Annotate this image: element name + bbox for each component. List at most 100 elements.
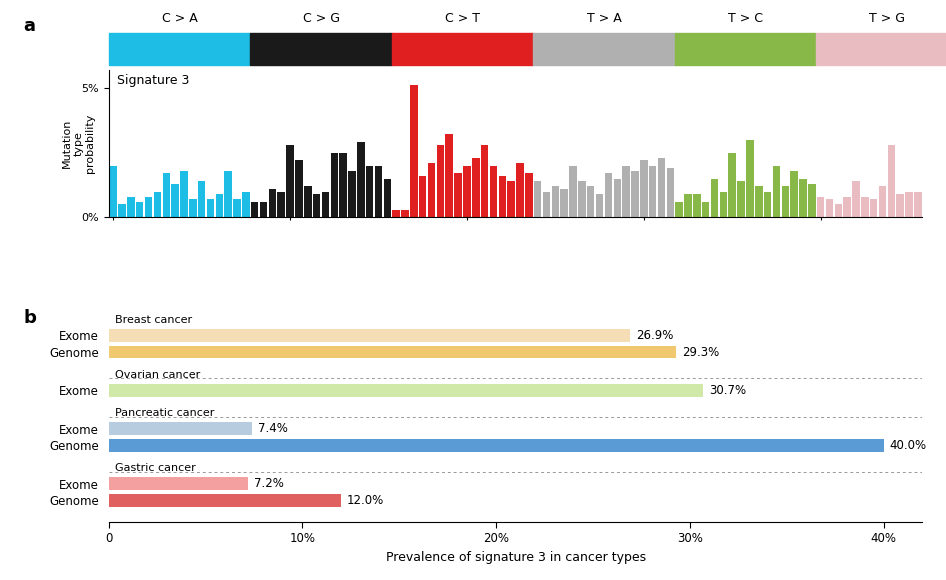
Bar (790, 171, 797, 218)
Bar (260, 202, 268, 218)
Bar (808, 184, 815, 218)
Bar (304, 186, 311, 218)
Text: Gastric cancer: Gastric cancer (114, 463, 196, 473)
Bar (675, 202, 683, 218)
Bar (649, 165, 657, 218)
Bar (454, 173, 462, 218)
Bar (383, 179, 391, 218)
Bar (109, 422, 253, 435)
Bar (826, 200, 833, 218)
Bar (198, 181, 205, 218)
Bar (543, 191, 551, 218)
Bar (861, 197, 868, 218)
Bar (136, 202, 144, 218)
Bar (287, 145, 294, 218)
Bar (507, 181, 515, 218)
Bar (171, 184, 179, 218)
Bar (905, 191, 913, 218)
Bar (295, 161, 303, 218)
Bar (189, 200, 197, 218)
Bar (234, 200, 241, 218)
Bar (763, 191, 771, 218)
Bar (517, 163, 524, 218)
Bar (180, 171, 187, 218)
Bar (525, 173, 533, 218)
Bar (357, 142, 364, 218)
Bar (870, 200, 878, 218)
Bar (145, 197, 152, 218)
Bar (242, 191, 250, 218)
Bar (773, 165, 780, 218)
X-axis label: Prevalence of signature 3 in cancer types: Prevalence of signature 3 in cancer type… (386, 551, 645, 564)
Bar (631, 171, 639, 218)
Bar (348, 171, 356, 218)
Bar (109, 494, 342, 507)
Text: b: b (24, 309, 37, 327)
Bar (464, 165, 471, 218)
Bar (375, 165, 382, 218)
Text: 7.4%: 7.4% (258, 422, 288, 436)
Bar (684, 194, 692, 218)
Bar (667, 168, 674, 218)
Bar (781, 186, 789, 218)
Bar (852, 181, 860, 218)
Bar (269, 189, 276, 218)
Bar (596, 194, 604, 218)
Bar (472, 158, 480, 218)
Bar (340, 153, 347, 218)
Bar (313, 194, 321, 218)
Bar (437, 145, 445, 218)
Bar (737, 181, 745, 218)
Bar (490, 165, 498, 218)
Bar (534, 181, 541, 218)
Bar (640, 161, 648, 218)
Bar (446, 135, 453, 218)
Bar (481, 145, 488, 218)
Text: a: a (24, 17, 36, 35)
Text: 40.0%: 40.0% (889, 439, 926, 452)
Bar (569, 165, 577, 218)
Text: Signature 3: Signature 3 (117, 74, 189, 87)
Bar (604, 173, 612, 218)
Bar (834, 205, 842, 218)
Text: Breast cancer: Breast cancer (114, 315, 192, 325)
Bar (693, 194, 701, 218)
Bar (366, 165, 374, 218)
Bar (499, 176, 506, 218)
Bar (897, 194, 904, 218)
Bar (163, 173, 170, 218)
Bar (844, 197, 851, 218)
Bar (224, 171, 232, 218)
Bar (755, 186, 762, 218)
Bar (330, 153, 338, 218)
Bar (110, 165, 117, 218)
Bar (277, 191, 285, 218)
Bar (879, 186, 886, 218)
Bar (109, 329, 630, 342)
Bar (552, 186, 559, 218)
Bar (411, 85, 417, 218)
Text: Pancreatic cancer: Pancreatic cancer (114, 408, 214, 418)
Text: 29.3%: 29.3% (682, 346, 719, 358)
Bar (322, 191, 329, 218)
Bar (587, 186, 594, 218)
Text: Ovarian cancer: Ovarian cancer (114, 370, 200, 380)
Bar (578, 181, 586, 218)
Bar (109, 384, 704, 397)
Bar (702, 202, 710, 218)
Y-axis label: Mutation
type
probability: Mutation type probability (62, 114, 96, 173)
Bar (428, 163, 435, 218)
Bar (401, 209, 409, 218)
Bar (118, 205, 126, 218)
Text: 30.7%: 30.7% (710, 384, 746, 397)
Bar (153, 191, 161, 218)
Text: 26.9%: 26.9% (636, 329, 673, 342)
Bar (799, 179, 807, 218)
Bar (817, 197, 824, 218)
Text: 12.0%: 12.0% (347, 494, 384, 507)
Bar (207, 200, 214, 218)
Bar (622, 165, 630, 218)
Bar (216, 194, 223, 218)
Bar (109, 439, 884, 452)
Bar (393, 209, 400, 218)
